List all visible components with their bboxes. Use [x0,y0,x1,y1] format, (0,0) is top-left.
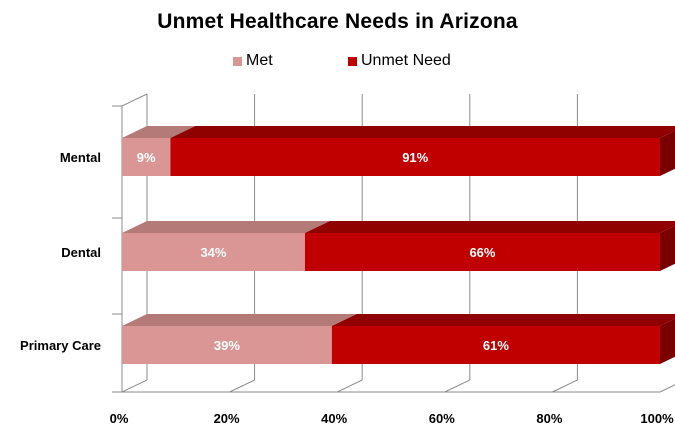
bar-top-face [170,126,675,138]
bar [122,326,332,364]
bar-side-face [660,318,675,364]
floor-gridline [444,379,471,393]
floor-gridline [659,384,675,393]
bar [170,138,661,176]
bar [331,326,660,364]
bar-top-face [304,221,675,233]
bar-side-face [660,225,675,271]
legend-item-unmet-need: Unmet Need [348,52,451,70]
floor-gridline [121,379,148,393]
legend-swatch-unmet-need [348,56,357,66]
bar [122,233,305,271]
floor-gridline [552,379,578,393]
data-label: 34% [200,245,226,260]
legend: Met Unmet Need [0,52,675,72]
bar-top-face [122,314,357,326]
floor-gridline [336,379,363,393]
x-tick-label: 60% [429,411,455,426]
x-tick-label: 80% [536,411,562,426]
data-label: 61% [483,338,509,353]
x-tick-label: 0% [110,411,129,426]
legend-item-met: Met [233,52,273,70]
bar [304,233,660,271]
floor-gridline [229,379,255,393]
data-label: 39% [214,338,240,353]
category-label: Dental [61,245,101,260]
data-label: 9% [137,150,156,165]
chart-title: Unmet Healthcare Needs in Arizona [157,10,518,33]
data-label: 91% [402,150,428,165]
data-label: 66% [469,245,495,260]
legend-label-met: Met [246,52,273,69]
bar-top-face [122,221,330,233]
bar-side-face [660,130,675,176]
bar [122,138,171,176]
left-wall-top-edge [121,93,148,107]
category-label: Mental [60,150,101,165]
x-tick-label: 100% [640,411,674,426]
bar-top-face [331,314,675,326]
x-tick-label: 40% [321,411,347,426]
legend-swatch-met [233,56,242,66]
bar-top-face [122,126,196,138]
x-tick-label: 20% [214,411,240,426]
legend-label-unmet-need: Unmet Need [361,52,451,69]
category-label: Primary Care [20,338,101,353]
